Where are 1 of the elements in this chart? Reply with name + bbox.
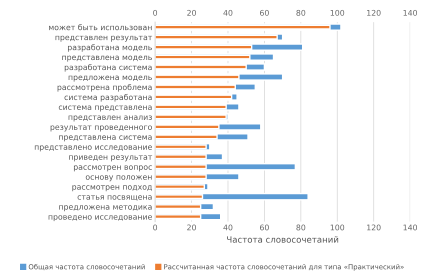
x-axis-title: Частота словосочетаний xyxy=(227,236,338,243)
